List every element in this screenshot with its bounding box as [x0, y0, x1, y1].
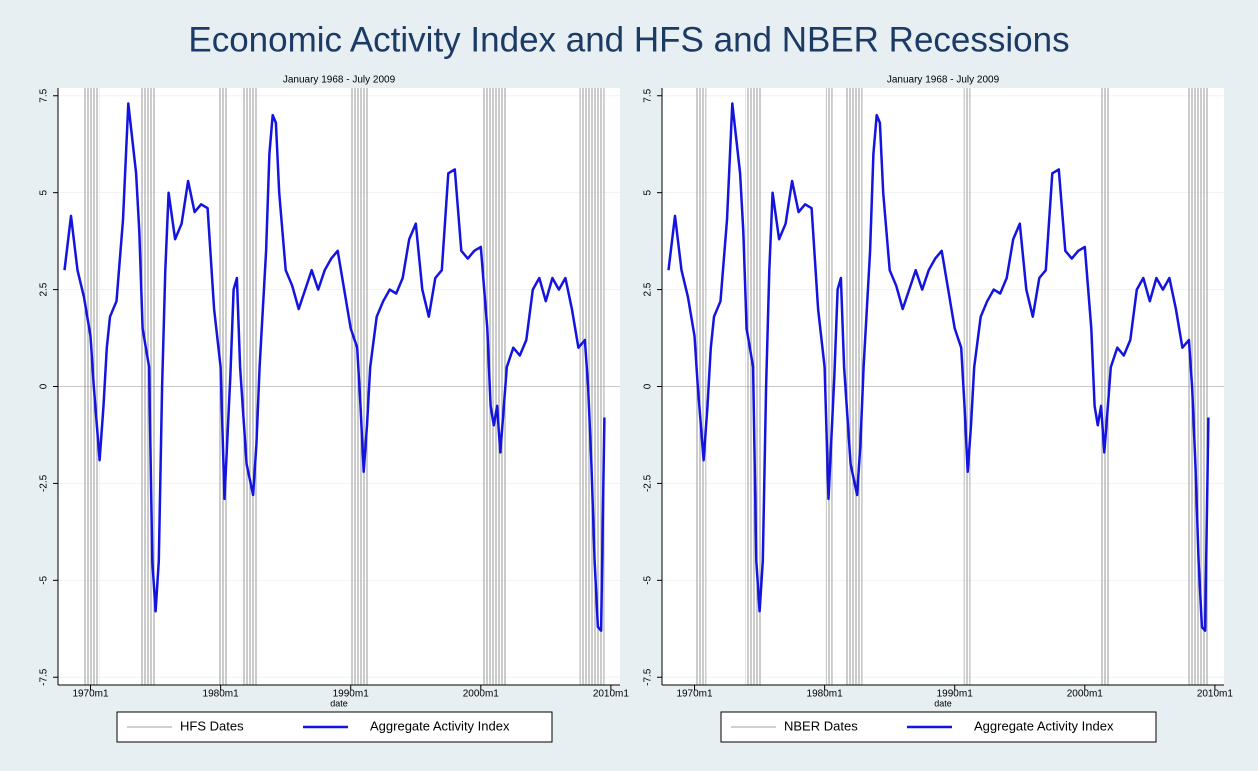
- chart-subtitle: January 1968 - July 2009: [887, 75, 1000, 86]
- y-tick-label: 5: [643, 189, 654, 195]
- x-tick-label: 2000m1: [463, 689, 500, 700]
- legend-label: NBER Dates: [784, 718, 858, 733]
- y-tick-label: -5: [39, 575, 50, 584]
- y-tick-label: 7.5: [39, 88, 50, 102]
- recession-band: [218, 88, 228, 685]
- recession-band: [1100, 88, 1110, 685]
- y-tick-label: 0: [39, 383, 50, 389]
- index-line: [667, 102, 1210, 632]
- y-tick-label: 0: [643, 383, 654, 389]
- recession-band: [694, 88, 707, 685]
- recession-band: [241, 88, 258, 685]
- x-axis-label: date: [330, 698, 348, 708]
- y-tick-label: -2.5: [39, 474, 50, 492]
- x-tick-label: 1970m1: [72, 689, 109, 700]
- recession-band: [825, 88, 833, 685]
- y-tick-label: -7.5: [39, 668, 50, 686]
- y-tick-label: 5: [39, 189, 50, 195]
- x-tick-label: 2010m1: [1197, 689, 1234, 700]
- recession-band: [845, 88, 863, 685]
- recession-band: [579, 88, 605, 685]
- recession-band: [1187, 88, 1209, 685]
- y-tick-label: 7.5: [643, 88, 654, 102]
- x-axis-label: date: [934, 698, 952, 708]
- x-tick-label: 2010m1: [593, 689, 630, 700]
- x-tick-label: 1970m1: [676, 689, 713, 700]
- y-tick-label: -5: [643, 575, 654, 584]
- index-line: [63, 102, 606, 632]
- y-tick-label: 2.5: [643, 282, 654, 296]
- recession-band: [84, 88, 100, 685]
- x-tick-label: 1990m1: [937, 689, 974, 700]
- legend-label: Aggregate Activity Index: [974, 718, 1114, 733]
- x-tick-label: 1990m1: [333, 689, 370, 700]
- page-title: Economic Activity Index and HFS and NBER…: [188, 20, 1069, 59]
- x-tick-label: 1980m1: [203, 689, 240, 700]
- y-tick-label: 2.5: [39, 282, 50, 296]
- chart-subtitle: January 1968 - July 2009: [283, 75, 396, 86]
- legend-label: Aggregate Activity Index: [370, 718, 510, 733]
- recession-band: [139, 88, 156, 685]
- x-tick-label: 2000m1: [1067, 689, 1104, 700]
- x-tick-label: 1980m1: [807, 689, 844, 700]
- y-tick-label: -2.5: [643, 474, 654, 492]
- recession-band: [483, 88, 506, 685]
- recession-band: [963, 88, 971, 685]
- y-tick-label: -7.5: [643, 668, 654, 686]
- legend-label: HFS Dates: [180, 718, 244, 733]
